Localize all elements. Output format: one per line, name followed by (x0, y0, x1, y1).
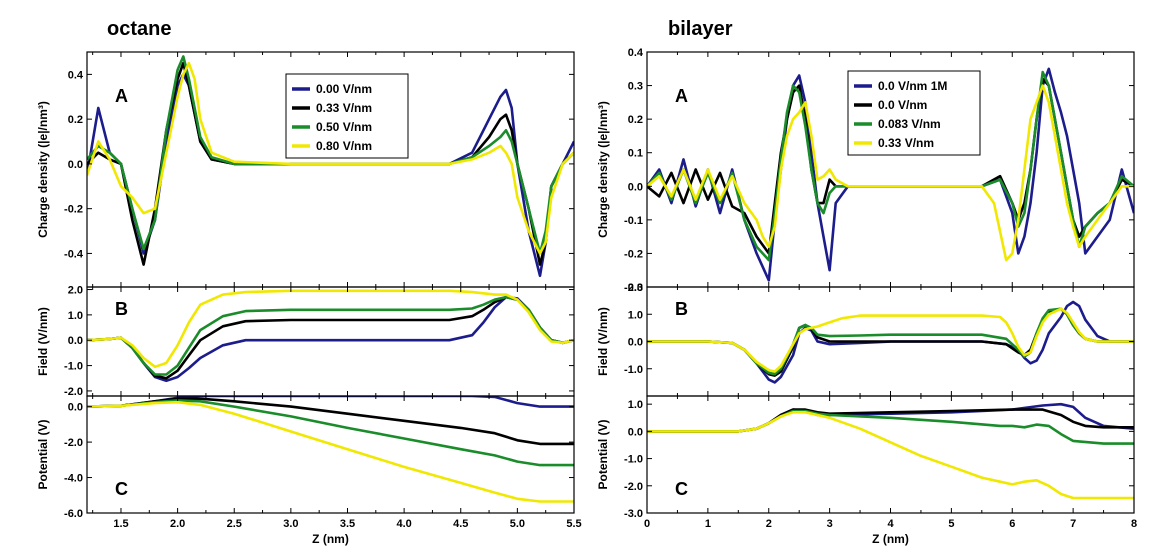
y-tick-label: 0.2 (628, 114, 643, 126)
series-line-4 (87, 400, 574, 503)
series-line-4 (647, 84, 1134, 262)
y-tick-label: 2.0 (628, 282, 643, 294)
y-tick-label: 0.3 (628, 81, 643, 93)
y-axis-label: Field (V/nm) (596, 307, 610, 376)
legend-label: 0.00 V/nm (316, 82, 372, 96)
x-tick-label: 2 (766, 518, 772, 530)
y-tick-label: -1.0 (624, 364, 643, 376)
panel-octane-A: -0.4 -0.2 0.0 0.2 0.4 A Charge density (|e|/nm… (36, 51, 575, 288)
x-tick-label: 5 (948, 518, 954, 530)
x-tick-label: 0 (644, 518, 650, 530)
series-line-3 (87, 399, 574, 467)
panel-bilayer-B: -1.0 0.0 1.0 2.0 B Field (V/nm) (596, 282, 1135, 397)
x-axis-label: Z (nm) (312, 532, 349, 546)
y-tick-label: 1.0 (68, 310, 83, 322)
y-tick-label: -0.4 (64, 248, 84, 260)
panel-letter: B (675, 299, 688, 319)
legend-label: 0.0 V/nm (878, 98, 927, 112)
y-axis-label: Potential (V) (596, 419, 610, 489)
y-tick-label: -2.0 (624, 481, 643, 493)
y-tick-label: -3.0 (624, 508, 643, 520)
right-figure-title: bilayer (668, 18, 733, 40)
y-tick-label: 1.0 (628, 399, 643, 411)
x-tick-label: 6 (1009, 518, 1015, 530)
series-line-4 (87, 61, 574, 255)
y-tick-label: 0.4 (68, 69, 84, 81)
x-tick-label: 2.5 (227, 518, 242, 530)
y-tick-label: 0.4 (628, 47, 644, 59)
legend-label: 0.33 V/nm (878, 136, 934, 150)
y-tick-label: 0.0 (68, 402, 83, 414)
legend-label: 0.80 V/nm (316, 139, 372, 153)
panel-letter: A (675, 86, 688, 106)
y-tick-label: -0.1 (624, 215, 643, 227)
y-tick-label: 1.0 (628, 309, 643, 321)
x-tick-label: 3.5 (340, 518, 355, 530)
y-tick-label: 0.0 (68, 335, 83, 347)
y-axis-label: Potential (V) (36, 419, 50, 489)
x-tick-label: 4.0 (396, 518, 411, 530)
x-tick-label: 5.5 (566, 518, 581, 530)
series-line-4 (647, 411, 1134, 500)
series-line-2 (87, 397, 574, 446)
y-tick-label: -1.0 (64, 361, 83, 373)
panel-bilayer-C: -3.0 -2.0 -1.0 0.0 1.0 0 1 2 3 4 5 6 7 8 C Potential (V… (596, 395, 1137, 546)
panel-letter: B (115, 299, 128, 319)
y-tick-label: -4.0 (64, 473, 83, 485)
x-tick-label: 1 (705, 518, 711, 530)
legend-label: 0.0 V/nm 1M (878, 79, 947, 93)
x-tick-label: 1.5 (113, 518, 128, 530)
y-tick-label: -0.3 (624, 282, 643, 294)
legend-label: 0.33 V/nm (316, 101, 372, 115)
panel-letter: C (115, 479, 128, 499)
y-axis-label: Field (V/nm) (36, 307, 50, 376)
y-tick-label: -2.0 (64, 437, 83, 449)
y-tick-label: -6.0 (64, 508, 83, 520)
y-tick-label: 0.1 (628, 148, 643, 160)
x-tick-label: 5.0 (510, 518, 525, 530)
x-tick-label: 3 (827, 518, 833, 530)
x-tick-label: 7 (1070, 518, 1076, 530)
x-tick-label: 4.5 (453, 518, 468, 530)
legend-box (847, 70, 981, 156)
y-axis-label: Charge density (|e|/nm³) (36, 101, 50, 238)
panel-bilayer-A: -0.3 -0.2 -0.1 0.0 0.1 0.2 0.3 0.4 A Charge densi… (596, 47, 1135, 294)
y-tick-label: -0.2 (64, 204, 83, 216)
panel-letter: A (115, 86, 128, 106)
legend: 0.0 V/nm 1M 0.0 V/nm 0.083 V/nm 0.33 V/nm (847, 70, 981, 156)
series-line-2 (647, 408, 1134, 433)
y-tick-label: 0.0 (628, 337, 643, 349)
x-tick-label: 2.0 (170, 518, 185, 530)
y-tick-label: 0.0 (628, 181, 643, 193)
panel-octane-B: -2.0 -1.0 0.0 1.0 2.0 B Field (V/nm) (36, 285, 575, 398)
legend-label: 0.083 V/nm (878, 117, 941, 131)
y-tick-label: -1.0 (624, 454, 643, 466)
x-tick-label: 3.0 (283, 518, 298, 530)
y-axis-label: Charge density (|e|/nm³) (596, 101, 610, 238)
x-tick-label: 8 (1131, 518, 1137, 530)
series-line-3 (87, 295, 574, 376)
y-tick-label: -0.2 (624, 248, 643, 260)
x-axis-label: Z (nm) (872, 532, 909, 546)
panel-letter: C (675, 479, 688, 499)
legend-label: 0.50 V/nm (316, 120, 372, 134)
legend: 0.00 V/nm 0.33 V/nm 0.50 V/nm 0.80 V/nm (285, 73, 409, 159)
y-tick-label: 0.0 (68, 159, 83, 171)
y-tick-label: -2.0 (64, 386, 83, 398)
panel-octane-C: -6.0 -4.0 -2.0 0.0 1.5 2.0 2.5 3.0 3.5 4.0 4.5 5.0 5… (36, 395, 582, 546)
left-figure-title: octane (107, 18, 172, 40)
y-tick-label: 2.0 (68, 285, 83, 297)
x-tick-label: 4 (887, 518, 894, 530)
y-tick-label: 0.2 (68, 114, 83, 126)
plot-frame (86, 395, 575, 514)
series-line-4 (647, 307, 1134, 373)
y-tick-label: 0.0 (628, 426, 643, 438)
